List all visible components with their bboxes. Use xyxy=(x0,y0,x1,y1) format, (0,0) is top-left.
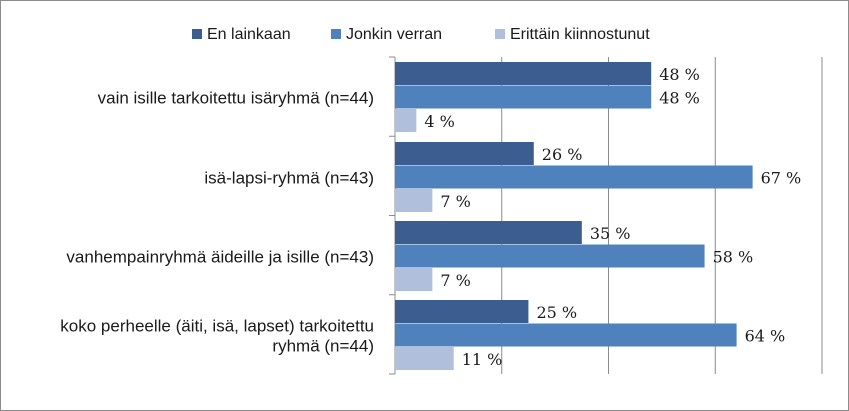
category-label: koko perheelle (äiti, isä, lapset) tarko… xyxy=(60,316,374,335)
data-label: 64 % xyxy=(745,326,786,345)
data-label: 7 % xyxy=(440,192,470,211)
data-label: 4 % xyxy=(424,112,454,131)
legend-label: Jonkin verran xyxy=(346,26,442,43)
data-label: 7 % xyxy=(440,271,470,290)
data-label: 35 % xyxy=(590,224,631,243)
category-label: ryhmä (n=44) xyxy=(272,336,374,355)
legend-label: En lainkaan xyxy=(207,26,291,43)
legend-swatch xyxy=(192,29,202,39)
legend-label: Erittäin kiinnostunut xyxy=(510,26,650,43)
bar xyxy=(395,300,529,323)
bar xyxy=(395,109,417,132)
bar xyxy=(395,323,737,347)
bar xyxy=(395,142,534,165)
data-labels: 48 % 48 % 4 % 26 % 67 % 7 % 35 % 58 % 7 % 25 % 64 … xyxy=(424,65,801,369)
category-label: vanhempainryhmä äideille ja isille (n=43… xyxy=(66,247,374,266)
bar xyxy=(395,85,652,109)
data-label: 25 % xyxy=(536,303,577,322)
legend-swatch xyxy=(331,29,341,39)
data-label: 48 % xyxy=(659,65,700,84)
bar xyxy=(395,189,433,212)
bars xyxy=(395,62,753,370)
bar xyxy=(395,268,433,291)
data-label: 48 % xyxy=(659,88,700,107)
data-label: 11 % xyxy=(462,350,503,369)
bar xyxy=(395,62,652,85)
data-label: 26 % xyxy=(542,145,583,164)
category-label: vain isille tarkoitettu isäryhmä (n=44) xyxy=(98,88,374,107)
legend-swatch xyxy=(495,29,505,39)
data-label: 58 % xyxy=(713,247,754,266)
data-label: 67 % xyxy=(761,168,802,187)
category-label: isä-lapsi-ryhmä (n=43) xyxy=(204,168,374,187)
bar xyxy=(395,221,582,244)
bar xyxy=(395,244,705,268)
category-labels: vain isille tarkoitettu isäryhmä (n=44) i… xyxy=(60,88,374,355)
bar xyxy=(395,347,454,370)
bar xyxy=(395,165,753,189)
legend: En lainkaan Jonkin verran Erittäin kiinnos… xyxy=(192,26,650,43)
